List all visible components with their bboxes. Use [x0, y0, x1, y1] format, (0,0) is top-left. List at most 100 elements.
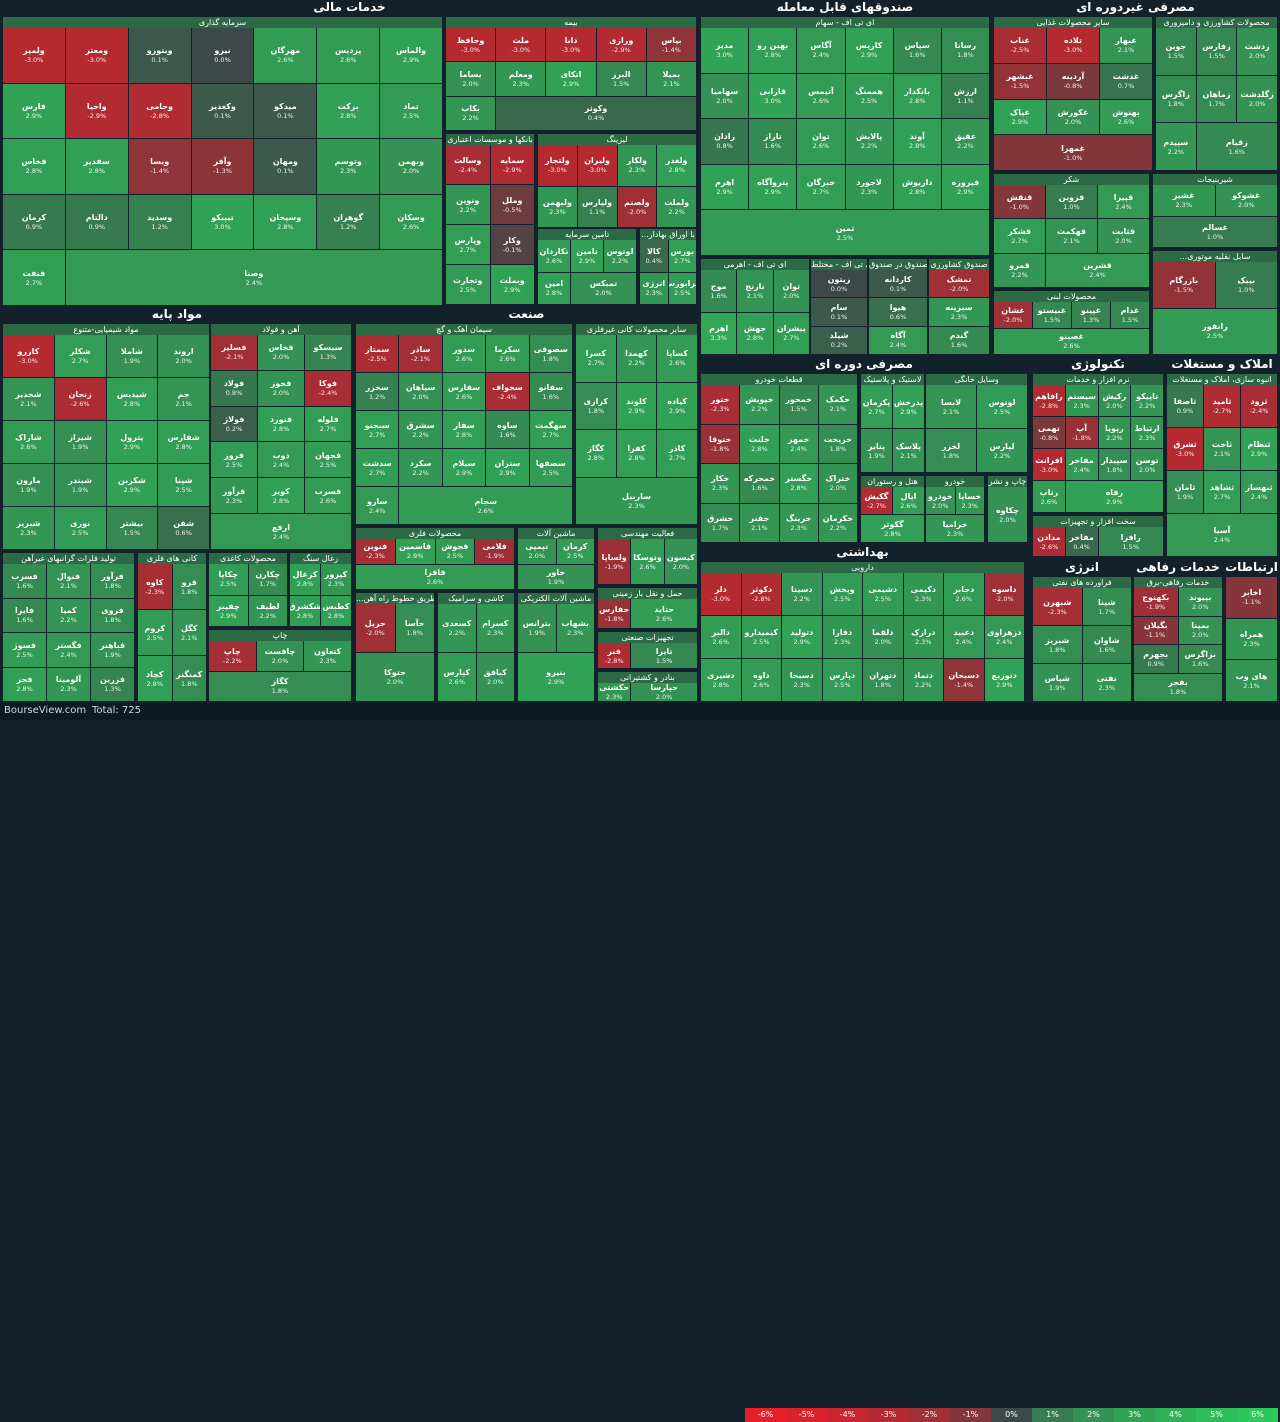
stock-tile: خمحور 1.5% [779, 385, 818, 424]
group-title: شیرینیجات [1153, 174, 1277, 185]
stock-tile: وبملت 2.9% [490, 265, 534, 304]
industry-group: قطعات خودرو ختور -2.3% خپویش 2.2% خمحور 1.5% خک… [700, 373, 858, 543]
stock-change: -2.1% [411, 354, 431, 363]
stock-tile: شبریز 1.8% [1033, 626, 1082, 663]
stock-tile: حریل -2.0% [356, 604, 395, 652]
stock-name: فروی [101, 606, 124, 616]
stock-change: -2.4% [458, 165, 478, 174]
stock-change: 1.2% [339, 223, 357, 232]
stock-change: 2.8% [751, 444, 768, 453]
legend-cell: -4% [827, 1408, 868, 1422]
stock-name: کرمان [21, 213, 47, 223]
stock-change: 2.2% [1106, 433, 1123, 442]
group-title: بنادر و کشتیرانی [598, 672, 697, 683]
stock-change: 1.0% [1206, 232, 1224, 241]
stock-name: زیتون [827, 274, 851, 284]
stock-tile: میدکو 0.1% [254, 83, 317, 139]
stock-tile: ولغدر 2.8% [657, 145, 696, 186]
tile-grid: خودرو 2.0% خساپا 2.3% خزامیا 2.3% [926, 487, 984, 542]
stock-tile: حتاید 2.6% [631, 599, 697, 628]
stock-name: کاریس [855, 41, 883, 51]
stock-tile: بزاگرس 1.6% [1178, 645, 1222, 673]
stock-name: چافست [264, 646, 296, 656]
stock-change: -3.0% [461, 45, 481, 54]
stock-tile: فایرا 1.6% [3, 598, 46, 632]
stock-name: شپنا [174, 476, 193, 485]
stock-change: 1.6% [1098, 645, 1115, 654]
stock-tile: بشهاب 2.3% [556, 604, 594, 652]
stock-change: 2.6% [1063, 342, 1080, 351]
stock-name: کویر [272, 486, 290, 496]
stock-change: 1.6% [710, 291, 727, 300]
stock-change: 1.7% [711, 523, 729, 532]
stock-name: فیروزه [951, 178, 980, 188]
stock-name: ونوین [456, 195, 480, 205]
stock-change: 2.8% [545, 289, 563, 298]
stock-change: 1.6% [16, 581, 33, 590]
stock-tile: فزرین 1.3% [91, 667, 134, 701]
stock-change: 0.0% [830, 284, 848, 293]
stock-tile: غدام 1.5% [1111, 302, 1149, 328]
industry-group: بنادر و کشتیرانی حکشتی 2.3% حپارسا 2.0% [597, 671, 698, 702]
group-title: حمل و نقل بار زمینی [598, 588, 697, 599]
stock-tile: دسبحا 2.3% [782, 659, 822, 701]
stock-tile: سخزر 1.2% [356, 373, 399, 410]
stock-change: 2.1% [751, 523, 768, 532]
stock-change: 1.8% [942, 451, 960, 460]
sector-title: املاک و مستغلات [1171, 357, 1273, 371]
stock-change: 2.2% [993, 451, 1011, 460]
stock-tile: وسپحان 2.8% [254, 194, 317, 250]
stock-name: دتماد [913, 671, 934, 680]
stock-name: وتجارت [453, 275, 483, 285]
stock-name: میدکو [274, 101, 297, 111]
stock-name: شپنا [1098, 597, 1116, 607]
stock-name: کپرور [324, 570, 348, 580]
stock-change: 0.4% [645, 256, 662, 265]
stock-tile: ثنظام 2.9% [1241, 428, 1277, 470]
industry-group: مواد شیمیایی-متنوع کازرو -3.0% شکلر 2.7% شامل… [2, 323, 210, 550]
stock-name: پالایش [855, 132, 883, 142]
stock-tile: کبافق 2.0% [476, 653, 514, 701]
stock-change: -2.9% [611, 45, 631, 54]
stock-tile: سدشت 2.7% [356, 449, 399, 486]
stock-change: 2.1% [175, 400, 192, 408]
stock-change: -0.1% [502, 245, 522, 254]
stock-tile: چکاوه 2.0% [988, 487, 1027, 542]
stock-tile: فرآور 1.8% [91, 564, 134, 598]
stock-change: 2.8% [712, 681, 729, 689]
stock-change: 2.8% [339, 111, 357, 120]
stock-tile: تیپیکو 3.0% [191, 194, 254, 250]
stock-name: ولبهمن [542, 197, 572, 207]
industry-group: سرمایه گذاری ولمیر -3.0% ومعتر -3.0% ویتوزو 0.… [2, 16, 443, 306]
stock-change: 2.3% [319, 656, 336, 665]
stock-tile: غبهار 2.1% [1100, 28, 1152, 63]
stock-change: 2.3% [1073, 401, 1090, 410]
stock-tile: فسرب 1.6% [3, 564, 46, 598]
stock-name: سیسکو [313, 343, 343, 353]
stock-name: سهگمت [534, 420, 567, 430]
stock-change: 2.8% [790, 484, 807, 493]
stock-change: -1.0% [1063, 153, 1083, 162]
stock-tile: شبندر 1.9% [54, 464, 106, 506]
stock-change: 2.3% [327, 580, 345, 589]
stock-change: 1.6% [1191, 659, 1209, 668]
group-title: ماشین آلات الکتریکی [518, 593, 594, 604]
stock-name: دالبر [711, 628, 730, 637]
stock-change: 2.3% [225, 496, 243, 505]
stock-name: فجوش [441, 542, 469, 552]
stock-tile: پدرخش 2.9% [893, 385, 924, 428]
stock-name: وکغدیر [209, 101, 236, 111]
stock-change: -2.8% [1039, 401, 1059, 410]
stock-tile: بگیلان -1.1% [1134, 616, 1178, 644]
stock-tile: کساپا 2.6% [657, 335, 697, 382]
group-title: بانکها و موسسات اعتباری [446, 134, 534, 145]
stock-tile: کاریس 2.9% [845, 28, 893, 73]
stock-tile: غناب -2.5% [994, 28, 1046, 63]
legend-cell: 6% [1237, 1408, 1278, 1422]
stock-tile: سبجنو 2.7% [356, 411, 399, 448]
group-title: بیمه [446, 17, 696, 28]
stock-change: 1.7% [1208, 99, 1225, 108]
stock-name: خبرگان [806, 178, 836, 188]
stock-change: 1.6% [542, 392, 560, 401]
stock-tile: قپیرا 2.4% [1098, 185, 1149, 219]
